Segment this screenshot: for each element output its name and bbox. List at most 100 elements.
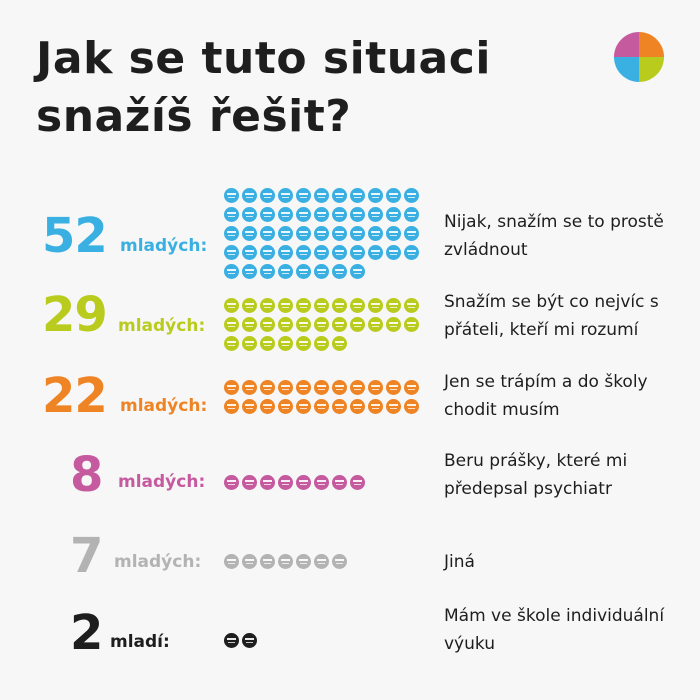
stat-value: 29 — [42, 287, 108, 343]
person-icon — [386, 207, 401, 222]
person-icon — [278, 380, 293, 395]
person-icon — [278, 298, 293, 313]
person-icon — [296, 380, 311, 395]
stat-label: Snažím se být co nejvíc s přáteli, kteří… — [444, 292, 659, 340]
stat-value: 8 — [70, 447, 103, 503]
person-icon — [260, 336, 275, 351]
person-icon — [368, 207, 383, 222]
person-icon — [404, 399, 419, 414]
pinwheel-logo-icon — [614, 32, 664, 82]
person-icon — [386, 317, 401, 332]
person-icon — [332, 188, 347, 203]
person-icon — [314, 298, 329, 313]
stat-unit: mladých: — [114, 552, 202, 572]
person-icon — [350, 380, 365, 395]
person-icon — [296, 399, 311, 414]
person-icon — [404, 207, 419, 222]
person-icon — [296, 188, 311, 203]
stat-value: 52 — [42, 208, 108, 264]
person-icon — [224, 336, 239, 351]
person-icon — [260, 380, 275, 395]
person-icon — [224, 399, 239, 414]
icon-grid — [224, 380, 422, 418]
stat-label: Nijak, snažím se to prostě zvládnout — [444, 212, 664, 260]
person-icon — [314, 207, 329, 222]
person-icon — [386, 245, 401, 260]
person-icon — [350, 475, 365, 490]
person-icon — [260, 207, 275, 222]
person-icon — [404, 298, 419, 313]
person-icon — [332, 317, 347, 332]
stat-unit: mladých: — [118, 472, 206, 492]
person-icon — [278, 317, 293, 332]
person-icon — [350, 298, 365, 313]
person-icon — [386, 298, 401, 313]
person-icon — [350, 264, 365, 279]
person-icon — [242, 317, 257, 332]
person-icon — [368, 317, 383, 332]
person-icon — [404, 380, 419, 395]
person-icon — [224, 633, 239, 648]
person-icon — [332, 336, 347, 351]
person-icon — [332, 399, 347, 414]
person-icon — [332, 475, 347, 490]
person-icon — [386, 399, 401, 414]
person-icon — [296, 207, 311, 222]
person-icon — [314, 226, 329, 241]
page-title: Jak se tuto situaci snažíš řešit? — [36, 33, 491, 142]
person-icon — [224, 207, 239, 222]
person-icon — [242, 207, 257, 222]
person-icon — [278, 554, 293, 569]
person-icon — [332, 298, 347, 313]
person-icon — [242, 245, 257, 260]
person-icon — [368, 245, 383, 260]
icon-grid — [224, 554, 422, 573]
person-icon — [224, 317, 239, 332]
stat-unit: mladí: — [110, 632, 170, 652]
person-icon — [332, 207, 347, 222]
person-icon — [296, 336, 311, 351]
person-icon — [260, 188, 275, 203]
person-icon — [224, 245, 239, 260]
person-icon — [368, 380, 383, 395]
stat-unit: mladých: — [118, 316, 206, 336]
person-icon — [314, 317, 329, 332]
person-icon — [368, 226, 383, 241]
person-icon — [224, 264, 239, 279]
stat-label: Mám ve škole individuální výuku — [444, 606, 665, 654]
person-icon — [224, 226, 239, 241]
stat-value: 2 — [70, 605, 103, 661]
person-icon — [314, 336, 329, 351]
person-icon — [278, 207, 293, 222]
person-icon — [278, 336, 293, 351]
icon-grid — [224, 188, 422, 283]
person-icon — [242, 298, 257, 313]
person-icon — [314, 245, 329, 260]
person-icon — [242, 399, 257, 414]
person-icon — [350, 317, 365, 332]
person-icon — [368, 399, 383, 414]
person-icon — [314, 188, 329, 203]
person-icon — [314, 399, 329, 414]
person-icon — [296, 298, 311, 313]
person-icon — [386, 380, 401, 395]
person-icon — [242, 226, 257, 241]
person-icon — [350, 245, 365, 260]
person-icon — [224, 475, 239, 490]
person-icon — [296, 475, 311, 490]
person-icon — [368, 298, 383, 313]
person-icon — [314, 475, 329, 490]
person-icon — [368, 188, 383, 203]
person-icon — [260, 226, 275, 241]
person-icon — [260, 475, 275, 490]
person-icon — [242, 380, 257, 395]
icon-grid — [224, 633, 422, 652]
person-icon — [278, 226, 293, 241]
person-icon — [332, 380, 347, 395]
person-icon — [386, 226, 401, 241]
person-icon — [224, 380, 239, 395]
person-icon — [278, 245, 293, 260]
person-icon — [242, 554, 257, 569]
person-icon — [386, 188, 401, 203]
icon-grid — [224, 298, 422, 355]
